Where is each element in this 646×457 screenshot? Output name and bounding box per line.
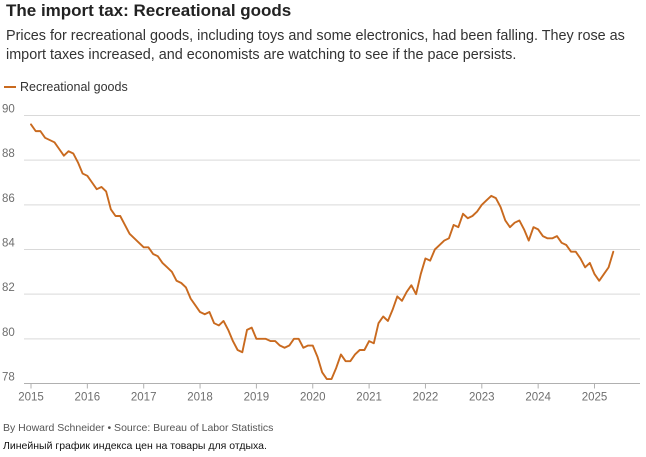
line-chart: 78 80 82 84 86 88 90 2015 2016 2017 2018 2019 2020 20…: [2, 104, 640, 404]
x-tick-label: 2016: [75, 392, 101, 404]
legend-label: Recreational goods: [20, 80, 128, 94]
y-tick-label: 86: [2, 193, 15, 205]
x-tick-label: 2024: [525, 392, 551, 404]
y-tick-label: 80: [2, 327, 15, 339]
x-tick-label: 2020: [300, 392, 326, 404]
chart-subtitle: Prices for recreational goods, including…: [6, 28, 625, 63]
y-tick-label: 88: [2, 148, 15, 160]
x-tick-label: 2017: [131, 392, 157, 404]
y-tick-label: 82: [2, 282, 15, 294]
caption: Линейный график индекса цен на товары дл…: [3, 440, 267, 452]
x-tick-label: 2021: [356, 392, 382, 404]
x-tick-label: 2022: [413, 392, 439, 404]
y-tick-label: 84: [2, 238, 15, 250]
legend: Recreational goods: [4, 80, 128, 94]
x-tick-label: 2015: [18, 392, 44, 404]
y-tick-label: 90: [2, 104, 15, 116]
byline: By Howard Schneider • Source: Bureau of …: [3, 422, 274, 434]
x-tick-label: 2025: [582, 392, 608, 404]
x-tick-label: 2023: [469, 392, 495, 404]
series-line-recreational-goods: [30, 123, 615, 380]
x-tick-label: 2018: [187, 392, 213, 404]
x-tick-label: 2019: [244, 392, 270, 404]
y-tick-label: 78: [2, 372, 15, 384]
chart-title: The import tax: Recreational goods: [6, 1, 292, 20]
legend-swatch: [4, 86, 16, 88]
